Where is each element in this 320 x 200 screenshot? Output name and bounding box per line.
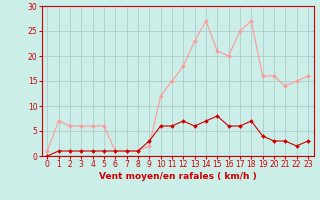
X-axis label: Vent moyen/en rafales ( km/h ): Vent moyen/en rafales ( km/h ) bbox=[99, 172, 256, 181]
